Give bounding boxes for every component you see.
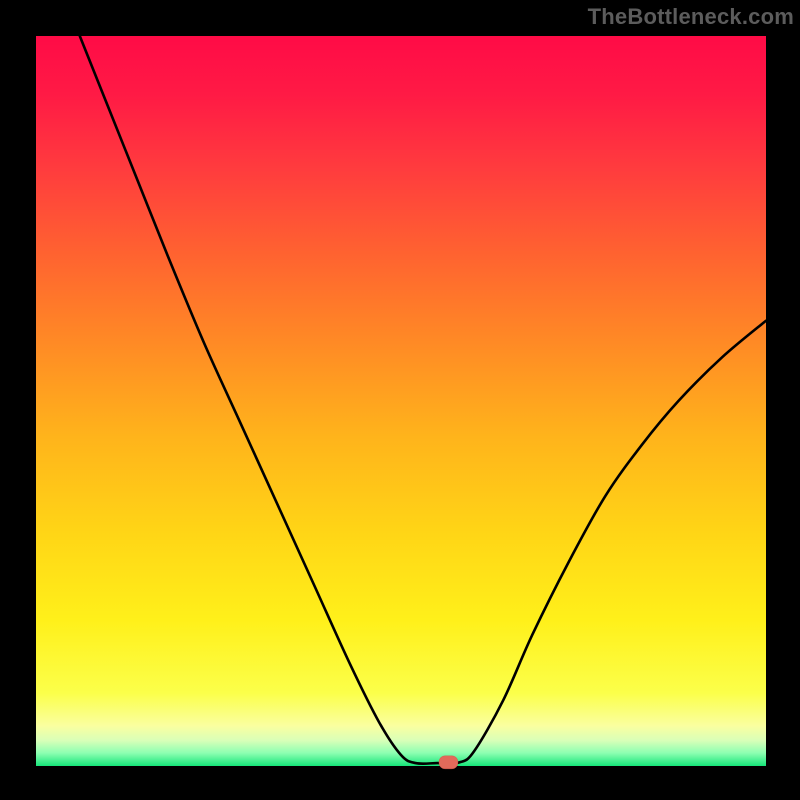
chart-container: TheBottleneck.com — [0, 0, 800, 800]
bottleneck-chart — [0, 0, 800, 800]
watermark-text: TheBottleneck.com — [588, 4, 794, 30]
optimal-point-marker — [439, 756, 458, 769]
plot-background — [36, 36, 766, 766]
